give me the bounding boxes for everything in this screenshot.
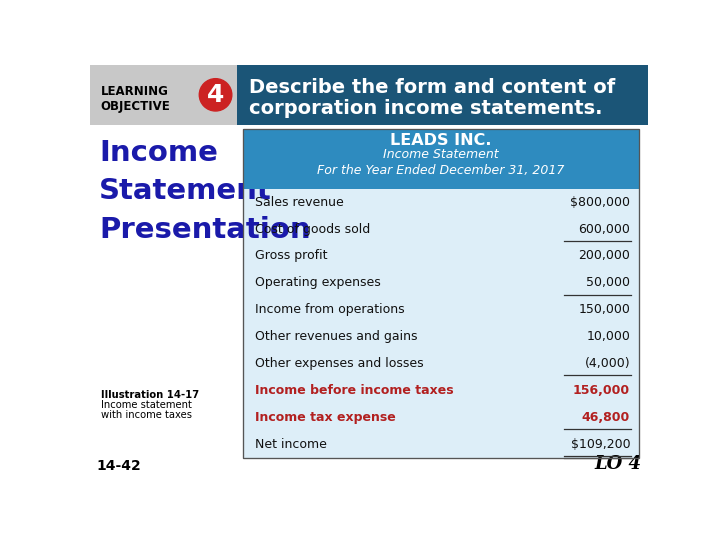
Text: corporation income statements.: corporation income statements. (249, 98, 603, 118)
FancyBboxPatch shape (243, 129, 639, 189)
Text: 46,800: 46,800 (582, 411, 630, 424)
FancyBboxPatch shape (238, 65, 648, 125)
Text: Net income: Net income (255, 437, 327, 450)
Text: (4,000): (4,000) (585, 357, 630, 370)
Text: Gross profit: Gross profit (255, 249, 328, 262)
Text: Income from operations: Income from operations (255, 303, 405, 316)
Text: 14-42: 14-42 (96, 459, 141, 473)
Text: LO 4: LO 4 (595, 455, 642, 473)
Text: Income before income taxes: Income before income taxes (255, 384, 454, 397)
Text: Income statement: Income statement (101, 400, 192, 410)
Text: Income Statement: Income Statement (383, 148, 499, 161)
Text: 10,000: 10,000 (586, 330, 630, 343)
Text: 50,000: 50,000 (586, 276, 630, 289)
Text: 150,000: 150,000 (578, 303, 630, 316)
FancyBboxPatch shape (243, 129, 639, 457)
Text: Sales revenue: Sales revenue (255, 195, 344, 208)
FancyBboxPatch shape (90, 65, 238, 125)
Text: Describe the form and content of: Describe the form and content of (249, 78, 615, 97)
Text: Income: Income (99, 139, 218, 167)
Text: with income taxes: with income taxes (101, 410, 192, 420)
Text: LEADS INC.: LEADS INC. (390, 133, 492, 148)
Text: Illustration 14-17: Illustration 14-17 (101, 390, 199, 400)
Text: LEARNING: LEARNING (101, 85, 168, 98)
Text: Other revenues and gains: Other revenues and gains (255, 330, 418, 343)
Text: Presentation: Presentation (99, 215, 311, 244)
Text: Operating expenses: Operating expenses (255, 276, 381, 289)
Text: $109,200: $109,200 (570, 437, 630, 450)
Text: For the Year Ended December 31, 2017: For the Year Ended December 31, 2017 (318, 164, 564, 177)
Text: 600,000: 600,000 (578, 222, 630, 235)
Text: OBJECTIVE: OBJECTIVE (101, 100, 171, 113)
Text: 200,000: 200,000 (578, 249, 630, 262)
Text: $800,000: $800,000 (570, 195, 630, 208)
Text: 4: 4 (207, 83, 224, 107)
Text: 156,000: 156,000 (573, 384, 630, 397)
Text: Cost of goods sold: Cost of goods sold (255, 222, 370, 235)
Text: Other expenses and losses: Other expenses and losses (255, 357, 423, 370)
Circle shape (199, 79, 232, 111)
Text: Statement: Statement (99, 177, 272, 205)
Text: Income tax expense: Income tax expense (255, 411, 396, 424)
